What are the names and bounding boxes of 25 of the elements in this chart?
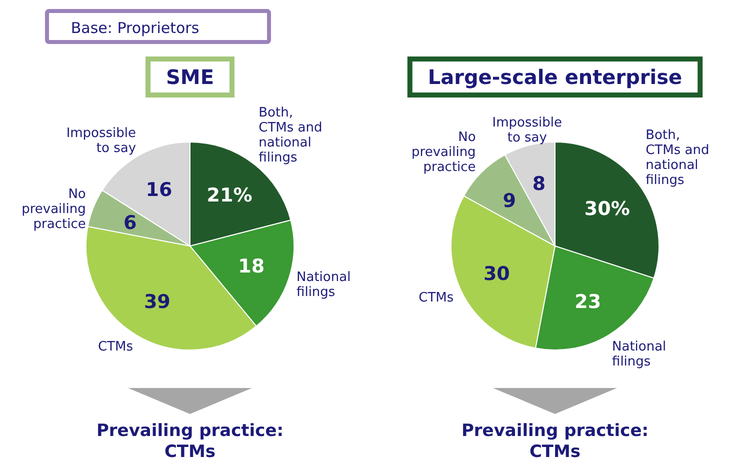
data-label: 30 [483, 263, 510, 286]
text: Base: Proprietors [70, 19, 200, 37]
data-label: 21% [206, 184, 252, 207]
slice-label: Both, CTMs and national filings [646, 128, 710, 188]
data-label: 8 [532, 173, 546, 196]
slice-label: CTMs [418, 290, 454, 306]
slice-label: Both, CTMs and national filings [258, 106, 322, 166]
data-label: 18 [238, 256, 265, 278]
slice-label: Impossible to say [66, 126, 136, 156]
chart-title: SME [166, 65, 214, 89]
data-label: 30% [584, 198, 630, 220]
slice-label: National filings [296, 270, 351, 300]
slice-label: No prevailing practice [412, 130, 476, 175]
data-label: 6 [123, 212, 137, 234]
slice-label: No prevailing practice [22, 186, 86, 232]
text: Prevailing practice: CTMs [461, 421, 649, 462]
text: Prevailing practice: CTMs [96, 421, 284, 462]
data-label: 23 [574, 291, 602, 314]
data-label: 9 [502, 190, 516, 212]
chart-title: Large-scale enterprise [428, 65, 682, 89]
slice-label: CTMs [98, 339, 134, 354]
data-label: 16 [146, 179, 172, 202]
slice-label: Impossible to say [492, 116, 562, 146]
data-label: 39 [144, 291, 170, 314]
slice-label: National filings [612, 339, 666, 370]
